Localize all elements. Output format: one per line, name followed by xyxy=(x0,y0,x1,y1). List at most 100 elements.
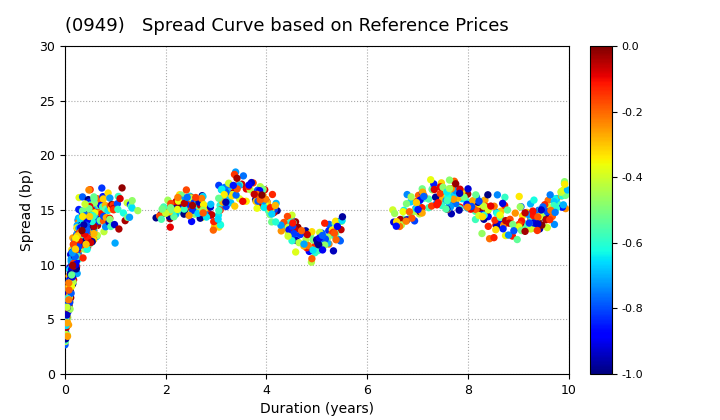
Point xyxy=(84,219,95,226)
Point xyxy=(70,260,81,266)
Point xyxy=(150,215,162,221)
Point xyxy=(157,207,168,214)
Point xyxy=(76,227,88,234)
Point xyxy=(265,207,276,213)
Point xyxy=(84,210,96,217)
Point xyxy=(215,221,226,228)
Point xyxy=(76,235,88,242)
Point xyxy=(173,195,184,202)
Point xyxy=(260,196,271,202)
Point xyxy=(243,182,255,189)
Point xyxy=(82,244,94,251)
Point xyxy=(66,261,78,268)
Point xyxy=(468,199,480,206)
Point xyxy=(540,216,552,223)
Point xyxy=(220,189,232,196)
Point xyxy=(400,218,412,225)
Point xyxy=(66,272,77,279)
Point xyxy=(91,195,103,202)
Point xyxy=(88,227,99,234)
Point xyxy=(107,201,118,208)
Point xyxy=(79,246,91,252)
Point xyxy=(70,247,81,254)
Point xyxy=(474,208,486,215)
Point xyxy=(396,222,408,228)
Point xyxy=(91,197,102,203)
Point xyxy=(401,216,413,223)
Point xyxy=(63,301,74,307)
Point xyxy=(89,209,100,215)
Point xyxy=(71,248,83,255)
Point xyxy=(178,197,189,203)
Point xyxy=(411,198,423,205)
Point xyxy=(85,223,96,230)
Point xyxy=(288,230,300,237)
Point xyxy=(490,226,502,233)
Point xyxy=(72,253,84,260)
Point xyxy=(441,206,452,213)
Point xyxy=(72,237,84,244)
Point xyxy=(206,211,217,218)
Point xyxy=(521,209,533,216)
Point xyxy=(174,198,186,205)
Point xyxy=(66,262,78,269)
Point xyxy=(60,338,71,345)
Point xyxy=(68,250,80,257)
Point xyxy=(88,217,99,224)
Point xyxy=(84,186,96,193)
Point xyxy=(549,209,561,216)
Point xyxy=(499,194,510,201)
Point xyxy=(401,191,413,198)
Point xyxy=(446,210,457,217)
Point xyxy=(81,227,93,234)
X-axis label: Duration (years): Duration (years) xyxy=(260,402,374,416)
Point xyxy=(65,273,76,280)
Point xyxy=(307,236,319,243)
Point xyxy=(105,223,117,230)
Point xyxy=(89,221,100,228)
Point xyxy=(179,207,190,214)
Point xyxy=(76,236,88,243)
Point xyxy=(63,299,74,305)
Point xyxy=(478,197,490,204)
Point xyxy=(454,204,466,210)
Point xyxy=(192,202,203,209)
Point xyxy=(63,291,75,298)
Point xyxy=(556,192,567,199)
Point xyxy=(61,322,73,329)
Point xyxy=(91,213,102,220)
Point xyxy=(60,320,71,327)
Point xyxy=(90,218,102,225)
Point xyxy=(85,223,96,230)
Point xyxy=(474,201,485,207)
Point xyxy=(269,206,280,213)
Point xyxy=(292,224,304,231)
Point xyxy=(306,228,318,235)
Point xyxy=(92,210,104,217)
Point xyxy=(67,280,78,287)
Point xyxy=(253,192,265,199)
Point xyxy=(482,213,494,220)
Point xyxy=(488,203,500,210)
Point xyxy=(73,239,85,246)
Point xyxy=(89,196,100,202)
Point xyxy=(78,231,90,237)
Point xyxy=(96,185,107,192)
Point xyxy=(259,202,271,209)
Point xyxy=(330,230,341,237)
Point xyxy=(225,200,236,206)
Point xyxy=(84,227,96,234)
Point xyxy=(82,236,94,242)
Point xyxy=(65,251,76,258)
Point xyxy=(202,209,213,216)
Point xyxy=(499,202,510,209)
Point xyxy=(73,232,84,239)
Point xyxy=(91,233,102,240)
Point xyxy=(68,268,79,275)
Point xyxy=(162,197,174,204)
Point xyxy=(286,221,297,228)
Point xyxy=(76,225,87,231)
Point xyxy=(250,197,261,203)
Point xyxy=(221,197,233,204)
Point xyxy=(541,208,553,215)
